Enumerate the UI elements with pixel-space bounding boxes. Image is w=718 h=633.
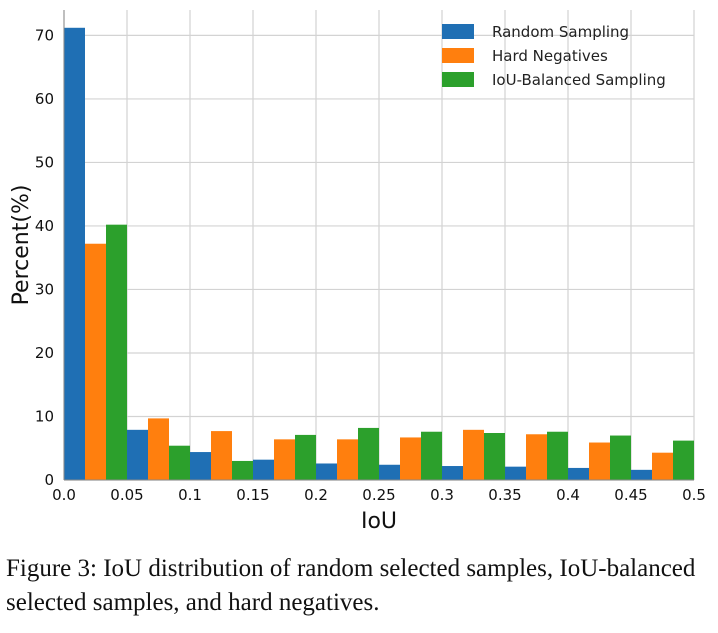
x-tick-label: 0.45 (614, 486, 647, 504)
x-tick-label: 0.1 (178, 486, 202, 504)
bar-hard-negatives-0 (85, 243, 106, 480)
bar-iou-balanced-sampling-7 (547, 431, 568, 480)
iou-distribution-chart: 0.0 0.05 0.1 0.15 0.2 0.25 0.3 0.35 0.4 0.45 0.5 0 1… (9, 10, 706, 534)
bar-random-sampling-7 (505, 466, 526, 480)
legend: Random Sampling Hard Negatives IoU-Balance… (442, 23, 666, 89)
x-tick-label: 0.2 (304, 486, 328, 504)
bar-iou-balanced-sampling-1 (169, 445, 190, 480)
bar-iou-balanced-sampling-9 (673, 440, 694, 480)
bar-random-sampling-4 (316, 463, 337, 480)
x-tick-label: 0.05 (110, 486, 143, 504)
bar-iou-balanced-sampling-6 (484, 433, 505, 480)
bar-random-sampling-8 (568, 467, 589, 480)
bar-random-sampling-5 (379, 464, 400, 480)
y-axis-title: Percent(%) (9, 185, 34, 306)
x-tick-label: 0.5 (682, 486, 706, 504)
bar-hard-negatives-7 (526, 434, 547, 480)
bar-hard-negatives-5 (400, 437, 421, 480)
bar-random-sampling-9 (631, 469, 652, 480)
legend-label: IoU-Balanced Sampling (492, 71, 666, 89)
x-tick-label: 0.25 (362, 486, 395, 504)
bar-iou-balanced-sampling-2 (232, 460, 253, 480)
bar-iou-balanced-sampling-0 (106, 224, 127, 480)
y-tick-label: 50 (35, 153, 54, 171)
bar-hard-negatives-1 (148, 418, 169, 480)
x-tick-label: 0.3 (430, 486, 454, 504)
y-tick-label: 30 (35, 280, 54, 298)
bar-hard-negatives-2 (211, 431, 232, 480)
y-tick-label: 10 (35, 407, 54, 425)
x-tick-label: 0.4 (556, 486, 580, 504)
bar-random-sampling-0 (64, 27, 85, 480)
bar-random-sampling-3 (253, 459, 274, 480)
y-tick-label: 40 (35, 217, 54, 235)
bar-random-sampling-1 (127, 429, 148, 480)
bar-iou-balanced-sampling-8 (610, 435, 631, 480)
legend-swatch (442, 24, 474, 39)
bar-hard-negatives-8 (589, 442, 610, 480)
bar-hard-negatives-3 (274, 439, 295, 480)
bar-random-sampling-6 (442, 466, 463, 480)
bar-iou-balanced-sampling-3 (295, 434, 316, 480)
y-tick-label: 70 (35, 26, 54, 44)
x-tick-label: 0.15 (236, 486, 269, 504)
bar-hard-negatives-9 (652, 452, 673, 480)
x-axis-title: IoU (361, 509, 397, 534)
y-tick-label: 0 (44, 471, 54, 489)
tick-labels: 0.0 0.05 0.1 0.15 0.2 0.25 0.3 0.35 0.4 0.45 0.5 0 1… (35, 26, 706, 504)
x-tick-label: 0.35 (488, 486, 521, 504)
axes (63, 10, 694, 481)
y-tick-label: 60 (35, 90, 54, 108)
bars (64, 27, 694, 480)
legend-label: Random Sampling (492, 23, 629, 41)
bar-random-sampling-2 (190, 452, 211, 480)
legend-swatch (442, 72, 474, 87)
bar-hard-negatives-4 (337, 439, 358, 480)
x-tick-label: 0.0 (52, 486, 76, 504)
bar-iou-balanced-sampling-4 (358, 427, 379, 480)
legend-label: Hard Negatives (492, 47, 608, 65)
y-tick-label: 20 (35, 344, 54, 362)
figure-caption: Figure 3: IoU distribution of random sel… (6, 555, 696, 616)
bar-iou-balanced-sampling-5 (421, 431, 442, 480)
bar-hard-negatives-6 (463, 429, 484, 480)
legend-swatch (442, 48, 474, 63)
